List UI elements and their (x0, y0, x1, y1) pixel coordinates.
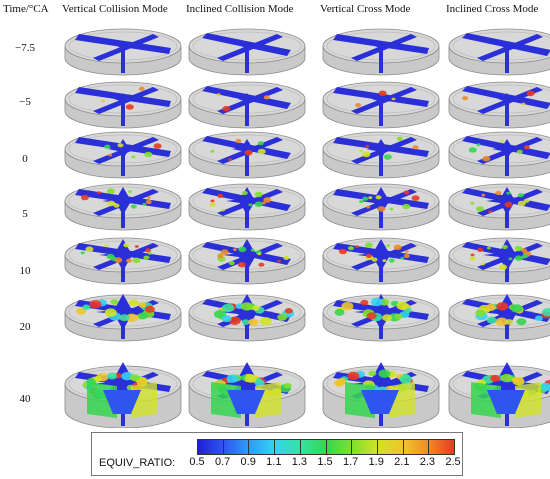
colorbar-segment (352, 440, 378, 454)
simulation-frame (446, 183, 550, 233)
simulation-frame (320, 28, 442, 78)
colorbar-tick-label: 0.5 (189, 456, 205, 468)
colorbar-tick-label: 1.7 (342, 456, 359, 468)
simulation-frame (62, 237, 184, 287)
colorbar-segment (249, 440, 276, 454)
time-step-label: 20 (19, 321, 31, 333)
colorbar-segment (300, 440, 327, 454)
colorbar-tick-label: 1.5 (317, 456, 333, 468)
time-step-label: −5 (19, 96, 31, 108)
header-mode-4: Inclined Cross Mode (446, 3, 539, 15)
simulation-frame (62, 81, 184, 131)
time-step-label: 40 (19, 393, 31, 405)
simulation-frame (320, 294, 442, 344)
header-mode-3: Vertical Cross Mode (320, 3, 411, 15)
simulation-frame (186, 237, 308, 287)
colorbar-segment (275, 440, 301, 454)
simulation-frame (446, 294, 550, 344)
colorbar-tick-label: 1.3 (291, 456, 308, 468)
simulation-frame (62, 28, 184, 78)
colorbar-segment (377, 440, 404, 454)
simulation-frame (446, 360, 550, 428)
simulation-frame (320, 360, 442, 428)
colorbar-segment (429, 440, 455, 454)
simulation-frame (446, 81, 550, 131)
simulation-frame (62, 131, 184, 181)
simulation-frame (320, 237, 442, 287)
header-time-label: Time/°CA (3, 3, 49, 15)
colorbar-tick-label: 1.1 (266, 456, 282, 468)
time-step-label: 0 (22, 153, 28, 165)
simulation-frame (446, 237, 550, 287)
colorbar-tick-label: 2.3 (419, 456, 436, 468)
simulation-frame (320, 81, 442, 131)
colorbar-tick-label: 2.1 (394, 456, 410, 468)
simulation-frame (186, 294, 308, 344)
header-mode-1: Vertical Collision Mode (62, 3, 168, 15)
simulation-frame (62, 360, 184, 428)
simulation-frame (186, 131, 308, 181)
simulation-frame (446, 28, 550, 78)
colorbar-tick-label: 2.5 (445, 456, 461, 468)
header-mode-2: Inclined Collision Mode (186, 3, 294, 15)
simulation-frame (186, 28, 308, 78)
simulation-frame (62, 294, 184, 344)
time-step-label: −7.5 (15, 42, 35, 54)
colorbar-tick-label: 0.9 (240, 456, 256, 468)
simulation-frame (446, 131, 550, 181)
simulation-frame (186, 81, 308, 131)
colorbar-legend: EQUIV_RATIO: (91, 432, 463, 476)
colorbar-tick-label: 0.7 (214, 456, 231, 468)
colorbar-segment (198, 440, 224, 454)
colorbar-segment (326, 440, 353, 454)
colorbar-segment (223, 440, 250, 454)
time-step-label: 5 (22, 208, 28, 220)
simulation-frame (62, 183, 184, 233)
colorbar-tick-label: 1.9 (368, 456, 384, 468)
legend-title: EQUIV_RATIO: (99, 457, 176, 469)
simulation-frame (320, 183, 442, 233)
colorbar-ticks: 0.5 0.7 0.9 1.1 1.3 1.5 1.7 1.9 2.1 2.3 2.5 (91, 456, 460, 470)
simulation-frame (186, 360, 308, 428)
simulation-frame (320, 131, 442, 181)
simulation-frame (186, 183, 308, 233)
time-step-label: 10 (19, 265, 31, 277)
colorbar-segment (403, 440, 430, 454)
colorbar (197, 439, 455, 455)
